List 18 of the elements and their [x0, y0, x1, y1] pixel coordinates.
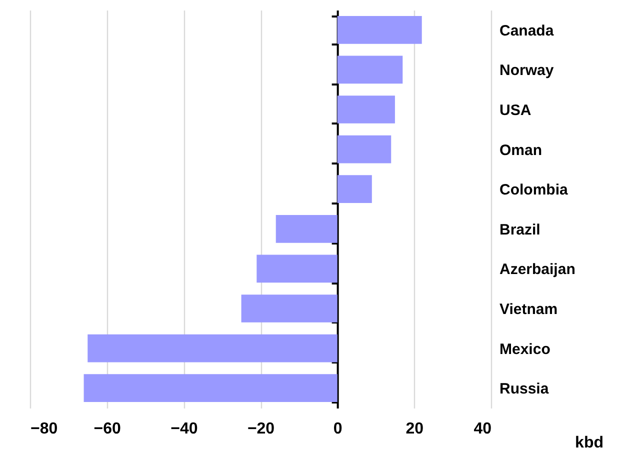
- x-tick-label: −40: [170, 420, 198, 438]
- x-axis-title: kbd: [575, 434, 604, 452]
- y-tick-label: Mexico: [500, 340, 550, 358]
- x-tick-label: −80: [30, 420, 58, 438]
- x-tick-label: 0: [333, 420, 342, 438]
- y-tick-label: USA: [500, 102, 532, 119]
- y-tick-label: Colombia: [500, 182, 568, 199]
- y-tick-label: Russia: [500, 380, 550, 398]
- y-tick-label: Azerbaijan: [500, 261, 576, 278]
- y-tick-label: Norway: [500, 62, 554, 80]
- x-tick-label: −20: [247, 420, 275, 438]
- x-tick-label: 40: [474, 420, 492, 438]
- x-tick-label: −60: [94, 420, 122, 438]
- y-tick-label: Brazil: [500, 221, 540, 238]
- y-tick-label: Vietnam: [500, 301, 558, 318]
- x-tick-label: 20: [406, 420, 424, 438]
- y-tick-label: Canada: [500, 22, 554, 40]
- y-tick-label: Oman: [500, 142, 542, 159]
